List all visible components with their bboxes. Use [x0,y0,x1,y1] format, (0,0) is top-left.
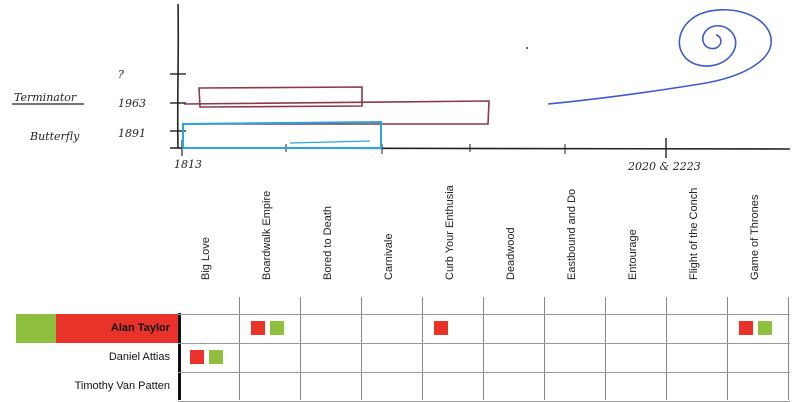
column-label-text: Eastbound and Do [566,188,578,280]
column-label: Game of Thrones [749,192,763,292]
green-marker[interactable] [758,321,772,335]
column-label-text: Game of Thrones [749,194,761,280]
column-divider [483,297,484,400]
row-divider [178,372,790,373]
column-label-text: Flight of the Conch [688,187,700,280]
green-marker[interactable] [270,321,284,335]
column-label-text: Boardwalk Empire [261,190,273,280]
red-marker[interactable] [251,321,265,335]
column-divider [788,297,789,400]
terminator-bar-long [183,100,490,125]
row-divider [178,343,790,344]
column-divider [239,297,240,400]
red-marker[interactable] [739,321,753,335]
row-highlight-red [56,314,178,343]
spiral-doodle [547,8,772,105]
director-show-grid [0,185,800,400]
row-name[interactable]: Timothy Van Patten [74,380,170,392]
row-name[interactable]: Daniel Attias [108,351,170,363]
timeline-sketch: ? 1963 1891 Terminator Butterfly 1813 20… [12,3,791,173]
row-name[interactable]: Alan Taylor [110,322,170,334]
column-label: Eastbound and Do [566,188,580,292]
column-divider [605,297,606,400]
column-label-text: Curb Your Enthusia [444,185,456,280]
terminator-label: Terminator [14,91,77,104]
green-marker[interactable] [209,350,223,364]
red-marker[interactable] [190,350,204,364]
butterfly-bar [182,120,382,149]
column-label: Deadwood [505,192,519,292]
column-label: Flight of the Conch [688,188,702,292]
y-label-1891: 1891 [118,127,146,140]
column-label-text: Deadwood [505,227,517,280]
column-label: Entourage [627,192,641,292]
column-label-text: Big Love [200,237,212,280]
y-label-1963: 1963 [118,97,146,110]
column-label: Big Love [200,192,214,292]
column-label: Bored to Death [322,192,336,292]
red-marker[interactable] [434,321,448,335]
column-divider [300,297,301,400]
column-divider [666,297,667,400]
column-divider [422,297,423,400]
column-label-text: Carnivale [383,233,395,280]
x-label-start: 1813 [174,158,202,171]
column-label: Curb Your Enthusia [444,185,458,292]
grid-left-border [178,313,181,400]
terminator-bar-short [198,86,363,108]
row-highlight-green [16,314,56,343]
y-label-unknown: ? [118,68,124,81]
column-label-text: Entourage [627,229,639,280]
x-label-end: 2020 & 2223 [627,160,701,173]
grid-top-line [178,314,790,315]
column-label: Carnivale [383,192,397,292]
column-divider [727,297,728,400]
column-divider [544,297,545,400]
column-label: Boardwalk Empire [261,190,275,292]
column-label-text: Bored to Death [322,206,334,280]
column-divider [361,297,362,400]
y-axis [176,3,180,149]
butterfly-label: Butterfly [29,130,80,143]
